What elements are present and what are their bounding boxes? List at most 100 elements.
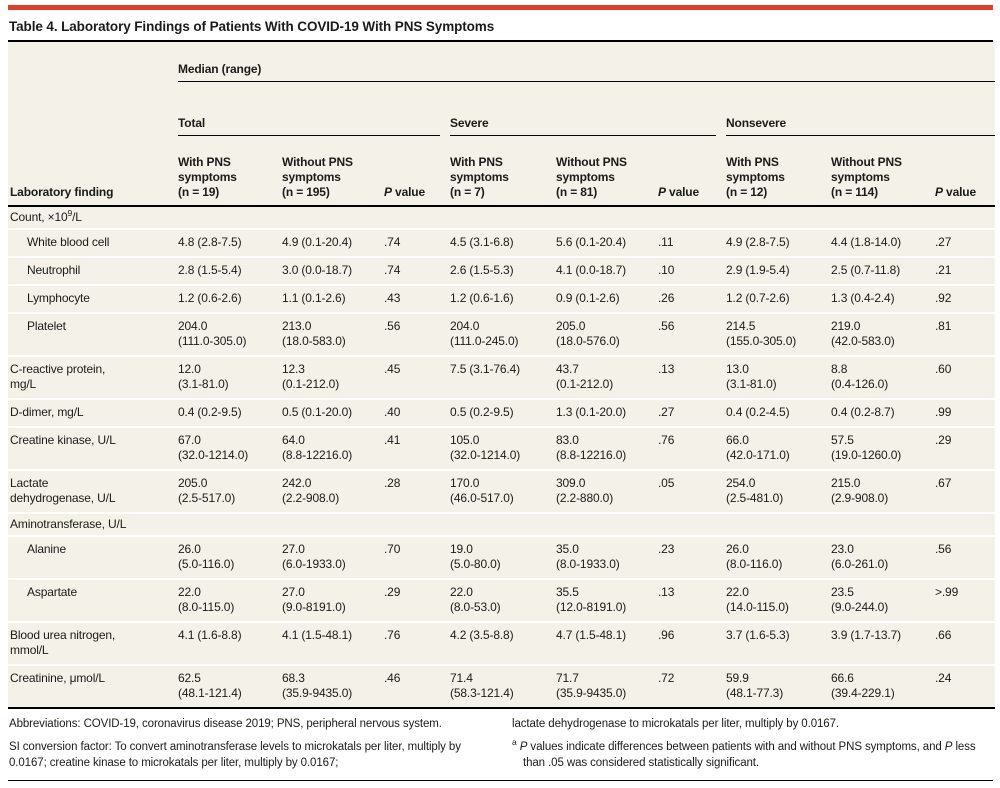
- table-head: Median (range) Total Severe Nonsevere La…: [8, 42, 995, 207]
- value-cell: 2.5 (0.7-11.8): [831, 263, 901, 277]
- value-cell: 215.0 (2.9-908.0): [831, 476, 889, 505]
- p-value-cell: .96: [658, 628, 675, 642]
- row-label: Neutrophil: [27, 263, 81, 277]
- group-header-severe: Severe: [450, 97, 726, 151]
- value-cell: 23.0 (6.0-261.0): [831, 542, 889, 571]
- value-cell: 67.0 (32.0-1214.0): [178, 433, 249, 462]
- p-value-cell: .46: [384, 671, 401, 685]
- column-header-pvalue: P value: [658, 151, 726, 207]
- p-value-cell: .70: [384, 542, 401, 556]
- row-label: Platelet: [27, 319, 66, 333]
- value-cell: 0.5 (0.2-9.5): [450, 405, 514, 419]
- p-value-cell: .40: [384, 405, 401, 419]
- p-value-cell: >.99: [935, 585, 959, 599]
- row-label: White blood cell: [27, 235, 110, 249]
- top-accent-bar: [8, 5, 993, 10]
- value-cell: 26.0 (8.0-116.0): [726, 542, 783, 571]
- table-row: Aspartate 22.0 (8.0-115.0) 27.0 (9.0-8191.…: [8, 579, 995, 622]
- table-row: Neutrophil 2.8 (1.5-5.4) 3.0 (0.0-18.7) .74…: [8, 257, 995, 285]
- value-cell: 27.0 (6.0-1933.0): [282, 542, 346, 571]
- row-label: Creatinine, μmol/L: [10, 671, 105, 685]
- value-cell: 59.9 (48.1-77.3): [726, 671, 784, 700]
- value-cell: 4.5 (3.1-6.8): [450, 235, 514, 249]
- table-row: Creatine kinase, U/L 67.0 (32.0-1214.0) 64…: [8, 427, 995, 470]
- value-cell: 66.6 (39.4-229.1): [831, 671, 895, 700]
- p-value-cell: .76: [658, 433, 675, 447]
- value-cell: 213.0 (18.0-583.0): [282, 319, 346, 348]
- median-range-row: Median (range): [8, 42, 995, 97]
- row-label: Lactate dehydrogenase, U/L: [10, 476, 116, 505]
- column-header: With PNS symptoms (n = 12): [726, 151, 831, 207]
- column-header: Without PNS symptoms (n = 81): [556, 151, 658, 207]
- column-header-row: Laboratory finding With PNS symptoms (n …: [8, 151, 995, 207]
- value-cell: 83.0 (8.8-12216.0): [556, 433, 627, 462]
- p-value-cell: .05: [658, 476, 675, 490]
- value-cell: 1.1 (0.1-2.6): [282, 291, 346, 305]
- table-row: White blood cell 4.8 (2.8-7.5) 4.9 (0.1-20…: [8, 229, 995, 257]
- value-cell: 64.0 (8.8-12216.0): [282, 433, 353, 462]
- table-row: D-dimer, mg/L 0.4 (0.2-9.5) 0.5 (0.1-20.0)…: [8, 399, 995, 427]
- footnotes-right: lactate dehydrogenase to microkatals per…: [512, 716, 993, 778]
- footnote-si-continuation: lactate dehydrogenase to microkatals per…: [512, 718, 839, 730]
- footnote-si-conversion: SI conversion factor: To convert aminotr…: [9, 741, 461, 770]
- p-value-cell: .24: [935, 671, 952, 685]
- table-row: Alanine 26.0 (5.0-116.0) 27.0 (6.0-1933.0)…: [8, 536, 995, 579]
- p-value-cell: .74: [384, 235, 401, 249]
- value-cell: 22.0 (8.0-115.0): [178, 585, 235, 614]
- empty-corner: [8, 42, 178, 97]
- value-cell: 105.0 (32.0-1214.0): [450, 433, 521, 462]
- value-cell: 205.0 (18.0-576.0): [556, 319, 620, 348]
- value-cell: 0.4 (0.2-4.5): [726, 405, 790, 419]
- value-cell: 2.8 (1.5-5.4): [178, 263, 242, 277]
- p-value-cell: .28: [384, 476, 401, 490]
- footnote-pvalue-note: a P values indicate differences between …: [512, 737, 976, 770]
- column-header: With PNS symptoms (n = 7): [450, 151, 556, 207]
- laboratory-finding-header: Laboratory finding: [8, 151, 178, 207]
- value-cell: 12.3 (0.1-212.0): [282, 362, 340, 391]
- value-cell: 254.0 (2.5-481.0): [726, 476, 784, 505]
- value-cell: 71.7 (35.9-9435.0): [556, 671, 627, 700]
- value-cell: 4.1 (1.6-8.8): [178, 628, 242, 642]
- value-cell: 3.0 (0.0-18.7): [282, 263, 352, 277]
- p-value-cell: .29: [384, 585, 401, 599]
- row-label: D-dimer, mg/L: [10, 405, 84, 419]
- value-cell: 62.5 (48.1-121.4): [178, 671, 242, 700]
- value-cell: 4.4 (1.8-14.0): [831, 235, 901, 249]
- group-header-nonsevere: Nonsevere: [726, 97, 995, 151]
- section-row: Aminotransferase, U/L: [8, 513, 995, 536]
- column-header: Without PNS symptoms (n = 195): [282, 151, 384, 207]
- value-cell: 309.0 (2.2-880.0): [556, 476, 614, 505]
- p-value-cell: .66: [935, 628, 952, 642]
- p-value-cell: .56: [935, 542, 952, 556]
- row-label: Lymphocyte: [27, 291, 90, 305]
- p-value-cell: .99: [935, 405, 952, 419]
- lab-findings-table: Median (range) Total Severe Nonsevere La…: [8, 42, 995, 709]
- value-cell: 204.0 (111.0-305.0): [178, 319, 247, 348]
- p-value-cell: .76: [384, 628, 401, 642]
- value-cell: 7.5 (3.1-76.4): [450, 362, 520, 376]
- section-row: Count, ×109/L: [8, 206, 995, 229]
- value-cell: 4.8 (2.8-7.5): [178, 235, 242, 249]
- value-cell: 214.5 (155.0-305.0): [726, 319, 797, 348]
- p-value-cell: .10: [658, 263, 675, 277]
- table-row: Blood urea nitrogen, mmol/L 4.1 (1.6-8.8)…: [8, 622, 995, 665]
- value-cell: 0.4 (0.2-8.7): [831, 405, 895, 419]
- footnotes: Abbreviations: COVID-19, coronavirus dis…: [8, 709, 993, 778]
- value-cell: 170.0 (46.0-517.0): [450, 476, 514, 505]
- value-cell: 19.0 (5.0-80.0): [450, 542, 501, 571]
- p-value-cell: .41: [384, 433, 401, 447]
- value-cell: 1.2 (0.7-2.6): [726, 291, 790, 305]
- group-header-row: Total Severe Nonsevere: [8, 97, 995, 151]
- p-value-cell: .11: [658, 235, 674, 249]
- p-value-cell: .60: [935, 362, 952, 376]
- bottom-rule: [8, 780, 993, 788]
- value-cell: 68.3 (35.9-9435.0): [282, 671, 353, 700]
- p-value-cell: .56: [384, 319, 401, 333]
- section-label: Count, ×109/L: [10, 208, 82, 224]
- value-cell: 35.5 (12.0-8191.0): [556, 585, 627, 614]
- column-header-pvalue: P value: [935, 151, 995, 207]
- section-label: Aminotransferase, U/L: [10, 517, 127, 531]
- row-label: Creatine kinase, U/L: [10, 433, 116, 447]
- group-header-total: Total: [178, 97, 450, 151]
- value-cell: 4.2 (3.5-8.8): [450, 628, 514, 642]
